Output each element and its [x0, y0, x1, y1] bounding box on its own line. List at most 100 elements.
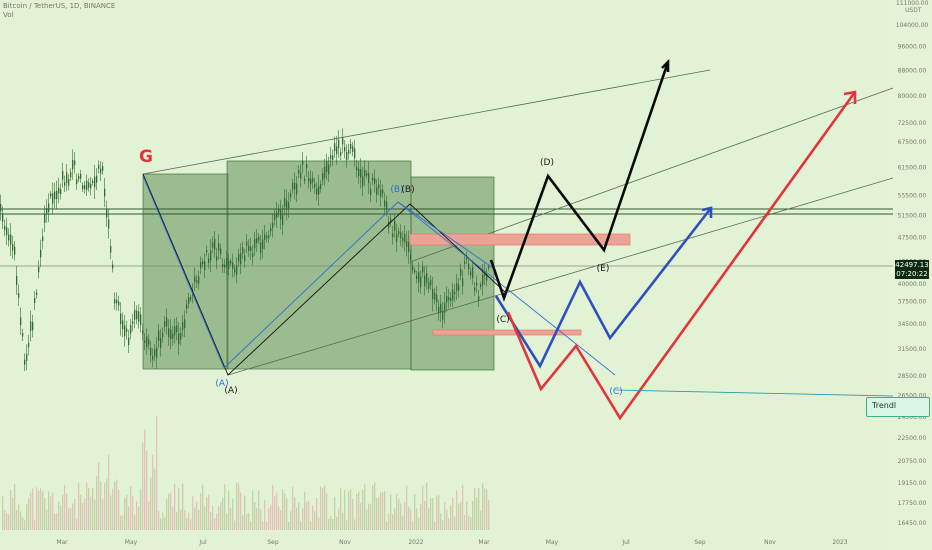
volume-bar: [164, 517, 166, 530]
volume-bar: [344, 489, 346, 530]
candle-body: [478, 296, 480, 301]
candle-body: [310, 178, 312, 185]
candle-body: [158, 330, 160, 341]
candle-body: [420, 276, 422, 288]
volume-bar: [204, 506, 206, 530]
candle-body: [96, 175, 98, 183]
volume-bar: [434, 521, 436, 530]
candle-body: [134, 309, 136, 320]
volume-bar: [158, 511, 160, 530]
volume-bar: [334, 496, 336, 530]
wave-label: (D): [540, 158, 554, 168]
candle-body: [320, 184, 322, 189]
candle-body: [142, 330, 144, 334]
volume-bar: [70, 508, 72, 530]
volume-bar: [136, 501, 138, 530]
x-tick-label: Jul: [621, 539, 630, 546]
candle-body: [424, 275, 426, 287]
wave-abc-black: [142, 173, 506, 376]
volume-bar: [84, 498, 86, 530]
volume-bar: [448, 518, 450, 530]
candle-body: [0, 204, 2, 212]
volume-bar: [250, 521, 252, 530]
y-tick-label: 17750.00: [898, 500, 927, 507]
wave-label: G: [139, 147, 153, 167]
candle-body: [266, 235, 268, 238]
volume-bar: [206, 497, 208, 530]
volume-bar: [256, 507, 258, 530]
volume-bar: [104, 483, 106, 530]
volume-bar: [304, 491, 306, 530]
candle-body: [52, 193, 54, 204]
volume-bar: [352, 498, 354, 530]
candle-body: [30, 321, 32, 331]
volume-bar: [466, 501, 468, 530]
volume-bar: [430, 498, 432, 530]
candle-body: [206, 249, 208, 253]
candle-body: [220, 248, 222, 255]
candle-body: [446, 295, 448, 303]
candle-body: [224, 264, 226, 268]
candle-body: [282, 215, 284, 226]
x-tick-label: 2022: [408, 539, 423, 546]
candle-body: [262, 239, 264, 249]
candle-body: [88, 182, 90, 188]
volume-bar: [174, 483, 176, 530]
candle-body: [308, 178, 310, 182]
volume-bar: [76, 518, 78, 530]
candle-body: [380, 189, 382, 197]
candle-body: [212, 242, 214, 248]
candle-body: [46, 208, 48, 214]
candle-body: [398, 231, 400, 234]
resistance-zone: [409, 233, 631, 246]
volume-bar: [54, 513, 56, 530]
volume-bar: [418, 517, 420, 530]
volume-bar: [38, 490, 40, 530]
candle-body: [204, 261, 206, 271]
volume-bar: [314, 511, 316, 530]
candle-body: [316, 188, 318, 195]
volume-bar: [454, 516, 456, 530]
candle-body: [288, 201, 290, 209]
candle-body: [400, 232, 402, 239]
volume-bar: [262, 521, 264, 530]
volume-bar: [366, 509, 368, 530]
candle-body: [28, 342, 30, 348]
volume-bar: [390, 494, 392, 530]
range-box-2: [226, 160, 412, 370]
volume-bar: [66, 493, 68, 530]
volume-bar: [274, 495, 276, 530]
candle-body: [92, 180, 94, 183]
volume-bar: [162, 512, 164, 530]
volume-bar: [462, 484, 464, 530]
volume-bar: [486, 488, 488, 530]
volume-bar: [50, 496, 52, 530]
candle-body: [244, 255, 246, 262]
volume-bar: [218, 506, 220, 530]
candle-body: [468, 263, 470, 270]
volume-bar: [372, 485, 374, 530]
channel-mid-line: [409, 87, 894, 263]
candle-body: [106, 209, 108, 218]
volume-bar: [220, 502, 222, 530]
volume-bar: [10, 489, 12, 530]
candle-body: [294, 182, 296, 190]
trendline-tag[interactable]: Trendl: [866, 397, 930, 417]
volume-bar: [456, 490, 458, 530]
candle-body: [318, 186, 320, 195]
volume-bar: [338, 508, 340, 530]
volume-bar: [82, 503, 84, 530]
volume-bar: [416, 508, 418, 530]
volume-bar: [222, 497, 224, 530]
volume-bar: [384, 491, 386, 530]
candle-body: [250, 246, 252, 252]
y-tick-label: 37500.00: [898, 299, 927, 306]
volume-bar: [312, 505, 314, 530]
wave-label: (B): [401, 185, 414, 195]
candle-body: [356, 167, 358, 171]
volume-bar: [288, 521, 290, 530]
volume-bar: [224, 484, 226, 530]
candle-body: [470, 271, 472, 276]
volume-bar: [230, 507, 232, 530]
